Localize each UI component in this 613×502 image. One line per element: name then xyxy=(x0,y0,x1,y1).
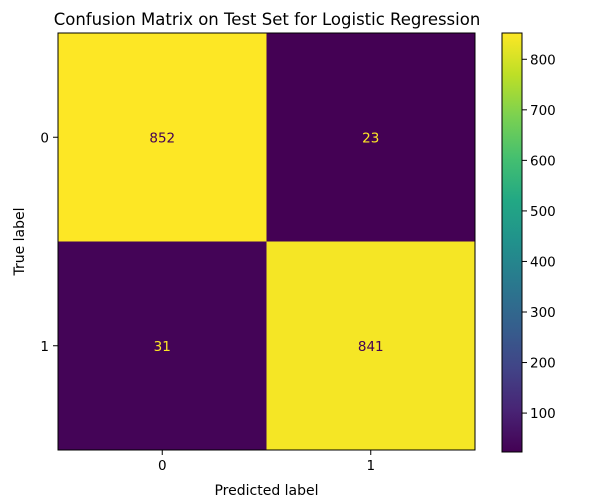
heatmap-cell xyxy=(58,33,267,242)
colorbar-tick-label: 300 xyxy=(530,305,556,321)
colorbar-tick-label: 800 xyxy=(530,52,556,68)
colorbar-tick-label: 400 xyxy=(530,254,556,270)
y-tick-label: 0 xyxy=(40,130,49,146)
colorbar-tick-label: 500 xyxy=(530,204,556,220)
heatmap-cell xyxy=(58,241,267,450)
cell-value-label: 31 xyxy=(154,339,171,355)
colorbar-tick-label: 200 xyxy=(530,356,556,372)
y-axis-ticks: 01 xyxy=(40,130,58,355)
colorbar-tick-label: 700 xyxy=(530,103,556,119)
cell-value-label: 852 xyxy=(149,130,175,146)
colorbar-tick-label: 600 xyxy=(530,153,556,169)
heatmap-cells: 852 23 31 841 xyxy=(58,33,475,450)
x-tick-label: 1 xyxy=(366,458,375,474)
colorbar-ticks: 100 200 300 400 500 600 700 800 xyxy=(522,52,556,422)
colorbar xyxy=(501,32,523,453)
colorbar-tick-label: 100 xyxy=(530,406,556,422)
cell-value-label: 841 xyxy=(358,339,384,355)
cell-value-label: 23 xyxy=(362,130,379,146)
y-axis-label: True label xyxy=(12,207,28,276)
chart-title: Confusion Matrix on Test Set for Logisti… xyxy=(54,10,481,29)
heatmap-cell xyxy=(266,241,475,450)
y-tick-label: 1 xyxy=(40,339,49,355)
heatmap-cell xyxy=(266,33,475,242)
plot-frame xyxy=(57,32,476,451)
x-axis-label: Predicted label xyxy=(214,483,318,499)
x-tick-label: 0 xyxy=(158,458,167,474)
